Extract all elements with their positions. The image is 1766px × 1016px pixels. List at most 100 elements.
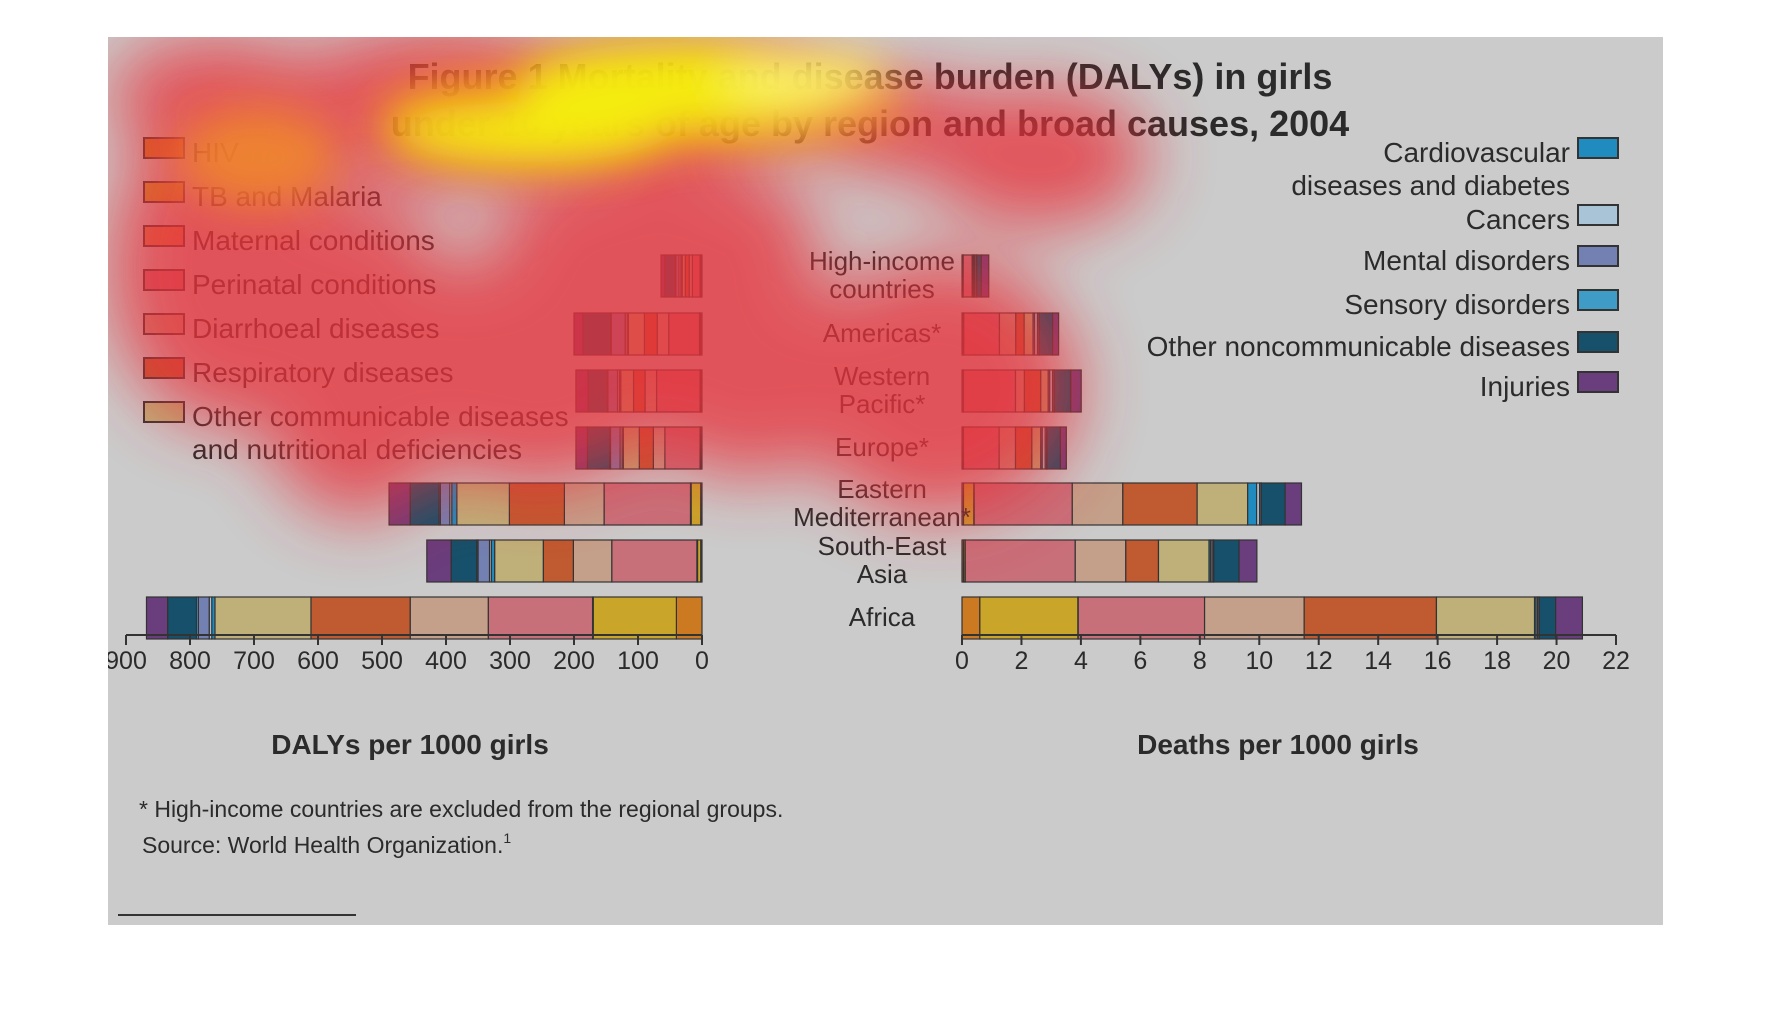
dalys-segment-respiratory-diseases <box>310 596 411 640</box>
deaths-tick-label: 2 <box>1015 647 1029 675</box>
legend-swatch <box>1577 245 1619 267</box>
dalys-segment-injuries <box>573 312 584 356</box>
deaths-segment-respiratory-diseases <box>1122 482 1198 526</box>
dalys-segment-mental-disorders <box>197 596 210 640</box>
deaths-tick-label: 4 <box>1074 647 1088 675</box>
dalys-segment-diarrhoeal-diseases <box>656 312 670 356</box>
dalys-segment-respiratory-diseases <box>508 482 565 526</box>
dalys-tick-label: 300 <box>489 647 531 675</box>
deaths-tick-label: 8 <box>1193 647 1207 675</box>
legend-label: Mental disorders <box>1363 245 1570 276</box>
dalys-segment-other-communicable-diseases-and-nutritional-deficiencies <box>494 539 544 583</box>
region-label-south-east-asia: South-East <box>818 531 947 561</box>
dalys-segment-other-communicable-diseases-and-nutritional-deficiencies <box>622 426 640 470</box>
source-reference: 1 <box>503 830 511 846</box>
deaths-segment-injuries <box>1238 539 1258 583</box>
region-label-western-pacific: Pacific* <box>839 389 926 419</box>
deaths-bar-africa <box>961 596 1584 640</box>
deaths-tick-label: 10 <box>1245 647 1273 675</box>
deaths-segment-respiratory-diseases <box>1014 426 1033 470</box>
dalys-segment-other-noncommunicable-diseases <box>664 254 676 298</box>
legend-left: HIV TB and Malaria Maternal conditions Peri… <box>143 137 569 465</box>
deaths-segment-diarrhoeal-diseases <box>1014 369 1026 413</box>
legend-item-perinatal-conditions: Perinatal conditions <box>143 269 436 300</box>
dalys-segment-other-communicable-diseases-and-nutritional-deficiencies <box>627 312 646 356</box>
region-label-south-east-asia: Asia <box>857 559 908 589</box>
deaths-segment-other-noncommunicable-diseases <box>976 254 982 298</box>
dalys-segment-mental-disorders <box>477 539 491 583</box>
deaths-tick-label: 20 <box>1543 647 1571 675</box>
dalys-segment-perinatal-conditions <box>611 539 698 583</box>
deaths-tick-label: 16 <box>1424 647 1452 675</box>
dalys-segment-tb-and-malaria <box>592 596 678 640</box>
dalys-segment-injuries <box>426 539 452 583</box>
dalys-segment-other-noncommunicable-diseases <box>586 426 611 470</box>
dalys-segment-injuries <box>388 482 411 526</box>
dalys-bar-africa <box>145 596 703 640</box>
dalys-segment-diarrhoeal-diseases <box>409 596 489 640</box>
legend-item-tb-and-malaria: TB and Malaria <box>143 181 382 212</box>
legend-label: Other noncommunicable diseases <box>1147 331 1570 362</box>
footnote: * High-income countries are excluded fro… <box>139 796 783 822</box>
dalys-segment-mental-disorders <box>609 426 621 470</box>
source-note: Source: World Health Organization.1 <box>142 830 511 858</box>
deaths-segment-tb-and-malaria <box>979 596 1079 640</box>
deaths-segment-diarrhoeal-diseases <box>1203 596 1305 640</box>
dalys-bar-south-east-asia <box>426 539 703 583</box>
deaths-segment-other-communicable-diseases-and-nutritional-deficiencies <box>1435 596 1536 640</box>
chart-figure: Figure 1 Mortality and disease burden (D… <box>108 56 1630 858</box>
legend-swatch <box>1577 289 1619 311</box>
region-label-europe: Europe* <box>835 432 929 462</box>
deaths-segment-other-noncommunicable-diseases <box>1260 482 1286 526</box>
region-label-western-pacific: Western <box>834 361 930 391</box>
dalys-tick-label: 800 <box>169 647 211 675</box>
deaths-segment-cardiovascular-diseases-and-diabetes <box>1247 482 1258 526</box>
deaths-segment-perinatal-conditions <box>973 482 1073 526</box>
dalys-bar-americas <box>573 312 703 356</box>
deaths-segment-perinatal-conditions <box>962 426 1000 470</box>
legend-swatch <box>1577 137 1619 159</box>
deaths-segment-perinatal-conditions <box>962 369 1017 413</box>
figure-panel: Figure 1 Mortality and disease burden (D… <box>108 37 1663 925</box>
legend-label: Respiratory diseases <box>192 357 453 388</box>
legend-item-hiv: HIV <box>143 137 239 168</box>
deaths-tick-label: 12 <box>1305 647 1333 675</box>
dalys-segment-mental-disorders <box>607 369 619 413</box>
legend-item-other-noncommunicable-diseases: Other noncommunicable diseases <box>1147 331 1619 362</box>
source-text: Source: World Health Organization. <box>142 832 503 858</box>
legend-label: Other communicable diseases <box>192 401 569 432</box>
dalys-segment-cardiovascular-diseases-and-diabetes <box>451 482 458 526</box>
legend-label: Perinatal conditions <box>192 269 436 300</box>
dalys-tick-label: 900 <box>108 647 147 675</box>
dalys-tick-label: 400 <box>425 647 467 675</box>
deaths-tick-label: 14 <box>1364 647 1392 675</box>
dalys-segment-other-communicable-diseases-and-nutritional-deficiencies <box>214 596 312 640</box>
deaths-bar-western-pacific <box>961 369 1082 413</box>
deaths-bar-high-income-countries <box>961 254 990 298</box>
dalys-tick-label: 100 <box>617 647 659 675</box>
legend-item-injuries: Injuries <box>1480 371 1619 402</box>
deaths-segment-injuries <box>1052 312 1060 356</box>
deaths-segment-other-noncommunicable-diseases <box>1038 312 1054 356</box>
deaths-bar-eastern-mediterranean <box>961 482 1303 526</box>
deaths-segment-hiv <box>961 596 981 640</box>
deaths-segment-perinatal-conditions <box>962 254 973 298</box>
dalys-segment-diarrhoeal-diseases <box>652 426 666 470</box>
legend-label: HIV <box>192 137 239 168</box>
dalys-segment-other-communicable-diseases-and-nutritional-deficiencies <box>456 482 510 526</box>
legend-label: Diarrhoeal diseases <box>192 313 439 344</box>
legend-swatch <box>143 225 185 247</box>
deaths-segment-respiratory-diseases <box>1023 369 1042 413</box>
dalys-axis-label: DALYs per 1000 girls <box>271 729 549 760</box>
legend-label: Injuries <box>1480 371 1570 402</box>
legend-swatch <box>143 313 185 335</box>
deaths-bar-americas <box>961 312 1060 356</box>
dalys-tick-label: 500 <box>361 647 403 675</box>
dalys-bar-high-income-countries <box>660 254 703 298</box>
deaths-segment-other-communicable-diseases-and-nutritional-deficiencies <box>1023 312 1034 356</box>
region-label-high-income-countries: High-income <box>809 246 955 276</box>
region-label-africa: Africa <box>849 602 916 632</box>
dalys-segment-injuries <box>145 596 169 640</box>
deaths-segment-other-noncommunicable-diseases <box>1046 426 1061 470</box>
